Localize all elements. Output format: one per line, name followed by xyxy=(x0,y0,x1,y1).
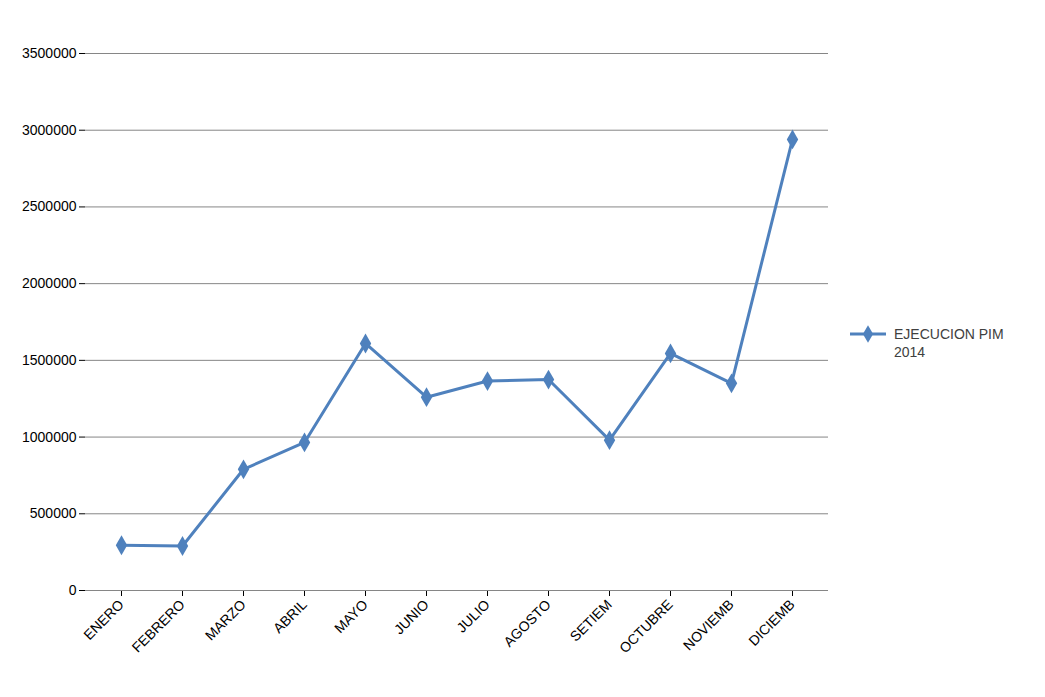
svg-text:1500000: 1500000 xyxy=(22,352,77,368)
svg-text:ABRIL: ABRIL xyxy=(270,596,310,636)
svg-text:3000000: 3000000 xyxy=(22,122,77,138)
svg-text:JULIO: JULIO xyxy=(453,596,492,635)
svg-text:2500000: 2500000 xyxy=(22,198,77,214)
svg-text:OCTUBRE: OCTUBRE xyxy=(616,596,676,656)
svg-text:2000000: 2000000 xyxy=(22,275,77,291)
svg-text:MARZO: MARZO xyxy=(202,596,249,643)
svg-text:0: 0 xyxy=(69,582,77,598)
svg-text:3500000: 3500000 xyxy=(22,45,77,61)
svg-text:AGOSTO: AGOSTO xyxy=(500,596,554,650)
svg-text:1000000: 1000000 xyxy=(22,429,77,445)
svg-text:NOVIEMB: NOVIEMB xyxy=(680,596,737,653)
html-text:EJECUCION PIM 2014: EJECUCION PIM 2014 xyxy=(894,325,1004,360)
svg-text:FEBRERO: FEBRERO xyxy=(129,596,188,655)
svg-text:JUNIO: JUNIO xyxy=(391,596,432,637)
svg-text:DICIEMB: DICIEMB xyxy=(745,596,798,649)
svg-text:MAYO: MAYO xyxy=(331,596,371,636)
svg-text:ENERO: ENERO xyxy=(80,596,127,643)
svg-text:SETIEM: SETIEM xyxy=(567,596,615,644)
svg-text:500000: 500000 xyxy=(30,505,77,521)
